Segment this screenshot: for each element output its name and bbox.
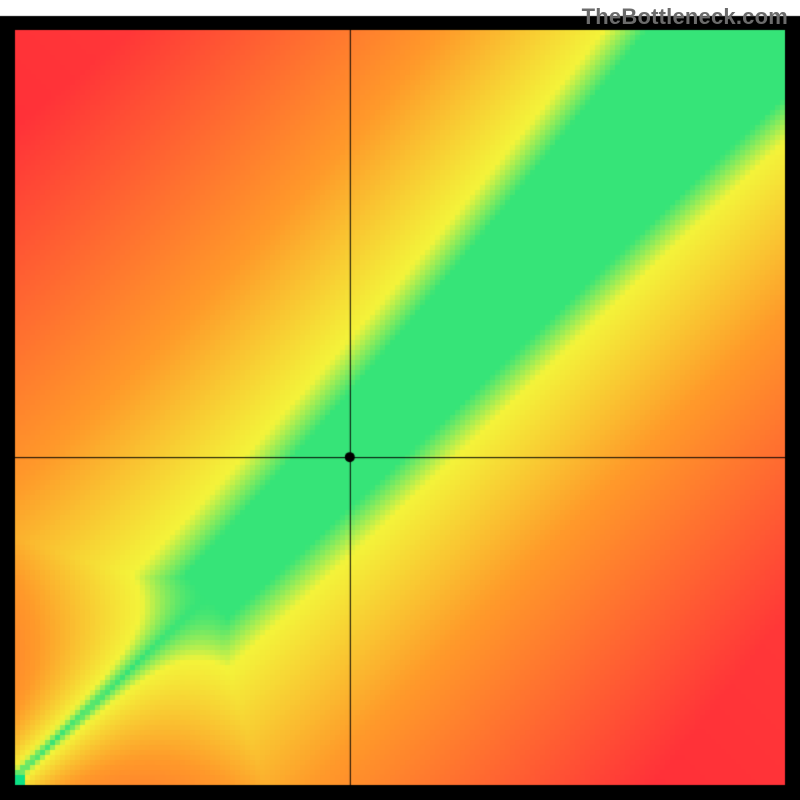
watermark-text: TheBottleneck.com <box>582 4 788 30</box>
bottleneck-heatmap <box>0 0 800 800</box>
chart-container: TheBottleneck.com <box>0 0 800 800</box>
